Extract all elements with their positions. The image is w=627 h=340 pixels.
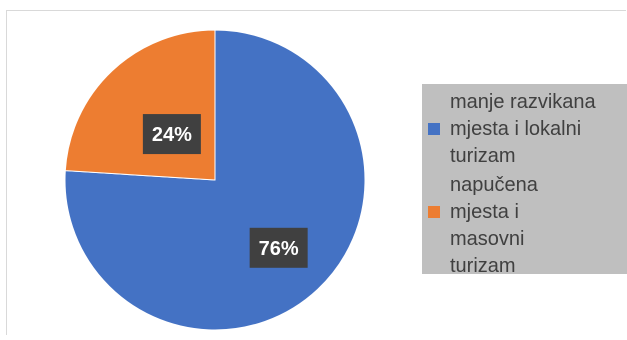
data-label-lokalni-text: 76% — [259, 238, 299, 260]
legend-item-lokalni: manje razvikana mjesta i lokalni turizam — [422, 89, 627, 170]
data-label-lokalni: 76% — [249, 227, 308, 268]
legend-item-masovni: napučena mjesta i masovni turizam — [422, 172, 627, 280]
data-label-lokalni-box — [249, 227, 308, 268]
data-label-masovni-box — [142, 114, 201, 155]
legend-swatch-lokalni — [428, 123, 440, 135]
legend-line: mjesta i lokalni — [450, 118, 582, 140]
legend-line: mjesta i — [450, 201, 519, 223]
data-label-masovni-text: 24% — [152, 124, 192, 146]
legend: manje razvikana mjesta i lokalni turizam… — [422, 84, 627, 277]
legend-line: napučena — [450, 174, 538, 196]
legend-line: masovni — [450, 228, 525, 250]
legend-swatch-masovni — [428, 206, 440, 218]
legend-line: turizam — [450, 255, 516, 277]
chart-frame — [6, 10, 626, 335]
data-label-masovni: 24% — [142, 114, 201, 155]
legend-line: turizam — [450, 145, 516, 167]
pie-slice-masovni — [64, 29, 216, 181]
legend-line: manje razvikana — [450, 91, 596, 113]
